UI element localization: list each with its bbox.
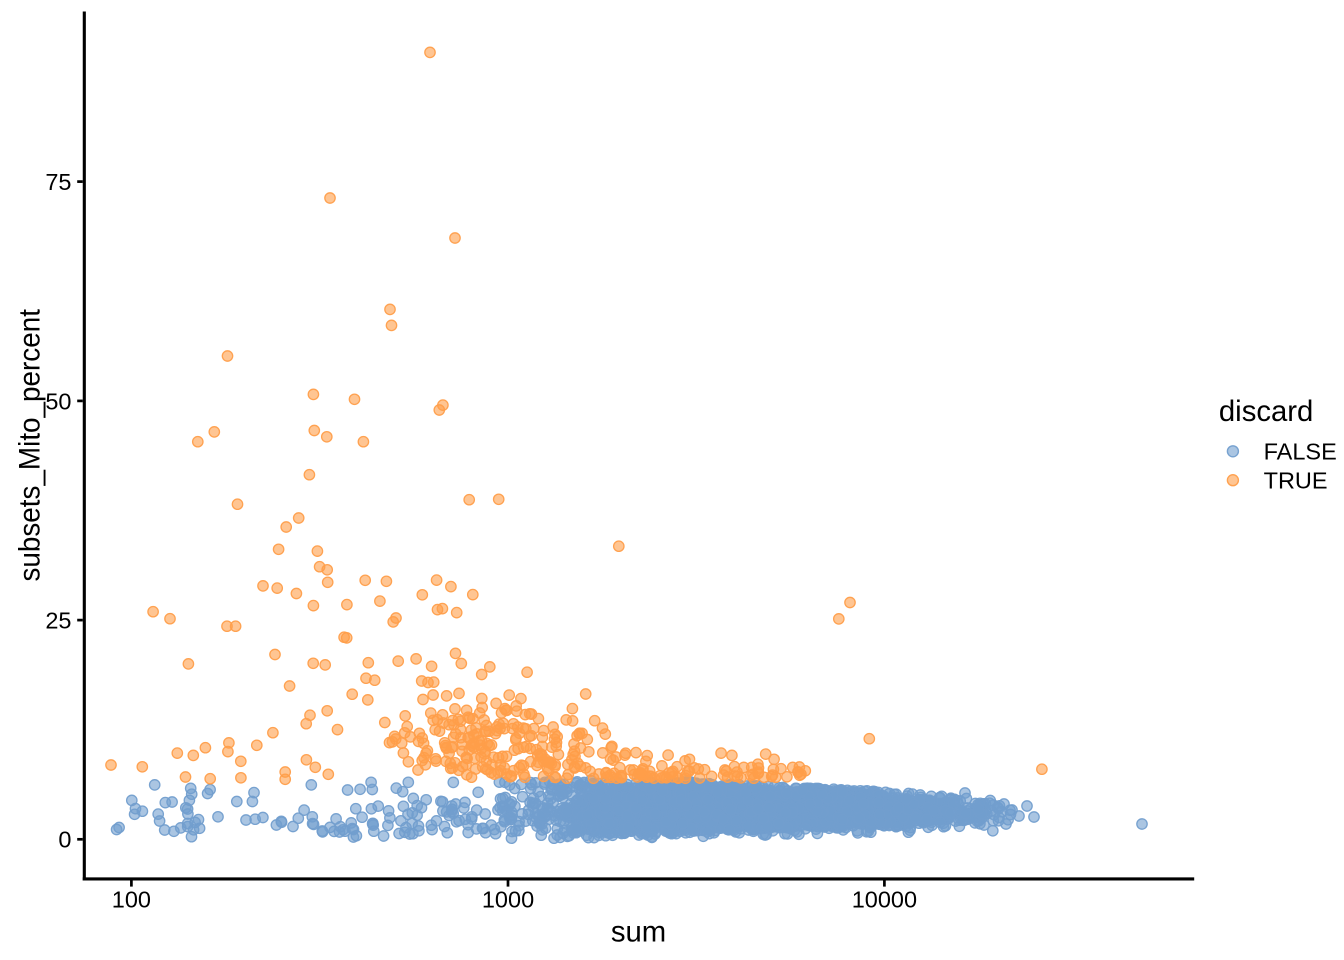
svg-text:FALSE: FALSE bbox=[1264, 439, 1337, 465]
svg-text:10000: 10000 bbox=[852, 887, 917, 913]
svg-text:1000: 1000 bbox=[482, 887, 534, 913]
svg-text:sum: sum bbox=[611, 916, 666, 949]
svg-text:TRUE: TRUE bbox=[1264, 468, 1328, 494]
svg-text:25: 25 bbox=[45, 608, 71, 634]
svg-text:0: 0 bbox=[58, 827, 71, 853]
svg-text:75: 75 bbox=[45, 169, 71, 195]
svg-text:100: 100 bbox=[112, 887, 151, 913]
svg-text:subsets_Mito_percent: subsets_Mito_percent bbox=[14, 309, 47, 582]
svg-text:discard: discard bbox=[1219, 395, 1313, 428]
svg-text:50: 50 bbox=[45, 388, 71, 414]
